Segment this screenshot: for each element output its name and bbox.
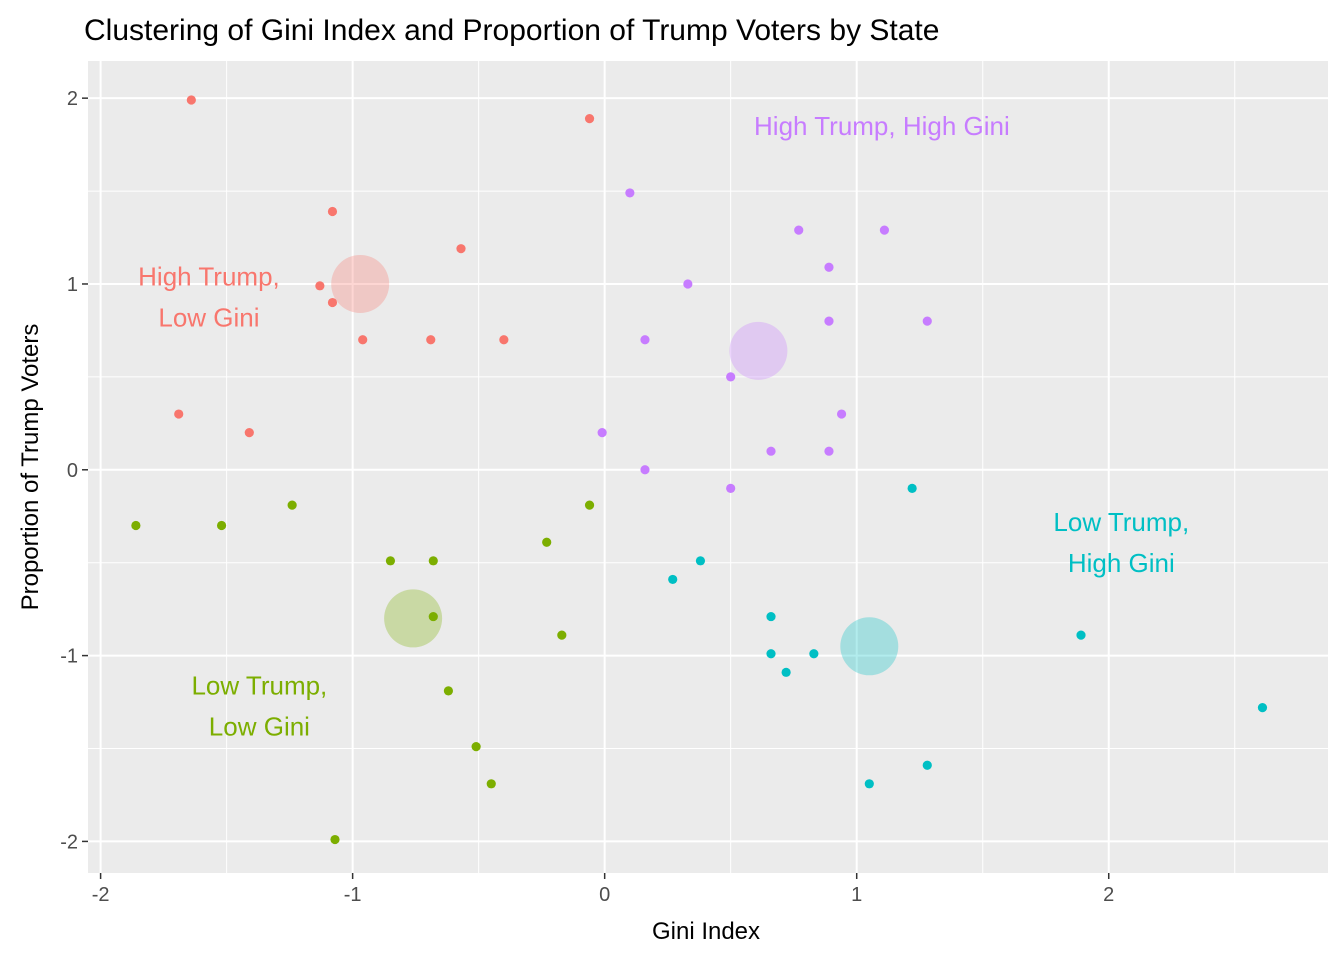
data-point bbox=[824, 316, 834, 326]
data-point bbox=[216, 520, 227, 531]
data-point bbox=[557, 630, 567, 640]
data-point bbox=[640, 335, 650, 345]
data-point bbox=[358, 335, 368, 345]
chart-title: Clustering of Gini Index and Proportion … bbox=[84, 14, 939, 47]
y-tick-label: -1 bbox=[60, 646, 78, 668]
cluster-label: High Trump, bbox=[138, 261, 280, 291]
data-point bbox=[174, 409, 184, 419]
data-point bbox=[244, 428, 254, 438]
cluster-center bbox=[384, 589, 443, 648]
cluster-center bbox=[729, 321, 788, 380]
data-point bbox=[781, 667, 791, 677]
cluster-label: High Gini bbox=[1068, 548, 1175, 578]
data-point bbox=[456, 244, 466, 254]
data-point bbox=[287, 500, 297, 510]
data-point bbox=[907, 483, 917, 493]
data-point bbox=[683, 279, 693, 289]
data-point bbox=[879, 225, 890, 235]
x-axis-title: Gini Index bbox=[652, 918, 760, 945]
data-point bbox=[864, 779, 874, 789]
x-tick-label: 0 bbox=[599, 884, 610, 906]
data-point bbox=[327, 297, 338, 308]
cluster-labels: High Trump, Low Gini High Trump, High Gini… bbox=[138, 111, 1189, 741]
data-point bbox=[428, 611, 438, 622]
x-tick-label: 1 bbox=[851, 884, 862, 906]
data-point bbox=[584, 114, 595, 124]
data-point bbox=[726, 372, 736, 382]
data-point bbox=[486, 779, 496, 789]
data-point bbox=[766, 446, 776, 456]
y-axis-title: Proportion of Trump Voters bbox=[17, 324, 44, 611]
cluster-label: Low Trump, bbox=[191, 670, 327, 700]
x-tick-label: -2 bbox=[92, 884, 110, 906]
data-point bbox=[1257, 703, 1268, 713]
data-points bbox=[131, 95, 1268, 845]
data-point bbox=[726, 483, 736, 493]
y-tick-label: 1 bbox=[67, 274, 78, 296]
cluster-centers bbox=[331, 254, 899, 676]
data-point bbox=[824, 262, 834, 272]
data-point bbox=[922, 316, 932, 326]
y-tick-label: 2 bbox=[67, 88, 78, 110]
data-point bbox=[315, 281, 325, 291]
data-point bbox=[1076, 630, 1086, 640]
data-point bbox=[426, 335, 436, 345]
data-point bbox=[809, 649, 819, 659]
data-point bbox=[327, 206, 338, 217]
y-axis: -2 -1 0 1 2 bbox=[60, 88, 88, 853]
data-point bbox=[186, 95, 196, 105]
data-point bbox=[131, 520, 141, 531]
data-point bbox=[766, 649, 776, 659]
y-tick-label: -2 bbox=[60, 831, 78, 853]
data-point bbox=[597, 428, 607, 438]
cluster-center bbox=[331, 254, 390, 313]
data-point bbox=[836, 409, 847, 419]
data-point bbox=[385, 556, 396, 566]
data-point bbox=[499, 335, 509, 345]
plot-panel bbox=[88, 61, 1328, 873]
data-point bbox=[922, 760, 932, 770]
minor-gridlines bbox=[88, 61, 1328, 873]
data-point bbox=[695, 556, 706, 566]
cluster-center bbox=[840, 617, 899, 676]
y-tick-label: 0 bbox=[67, 460, 78, 482]
data-point bbox=[625, 188, 635, 198]
cluster-label: Low Gini bbox=[209, 711, 310, 741]
data-point bbox=[330, 834, 340, 845]
data-point bbox=[542, 537, 552, 547]
x-tick-label: -1 bbox=[344, 884, 362, 906]
cluster-label: Low Gini bbox=[158, 302, 259, 332]
data-point bbox=[443, 686, 454, 696]
major-gridlines bbox=[88, 61, 1328, 873]
cluster-label: High Trump, High Gini bbox=[754, 111, 1010, 141]
x-tick-label: 2 bbox=[1103, 884, 1114, 906]
data-point bbox=[428, 556, 438, 566]
x-axis: -2 -1 0 1 2 bbox=[92, 873, 1114, 906]
cluster-label: Low Trump, bbox=[1053, 507, 1189, 537]
data-point bbox=[471, 742, 481, 752]
data-point bbox=[668, 574, 678, 585]
data-point bbox=[824, 446, 834, 456]
data-point bbox=[584, 500, 595, 510]
data-point bbox=[766, 611, 776, 622]
data-point bbox=[640, 465, 650, 475]
data-point bbox=[794, 225, 804, 235]
